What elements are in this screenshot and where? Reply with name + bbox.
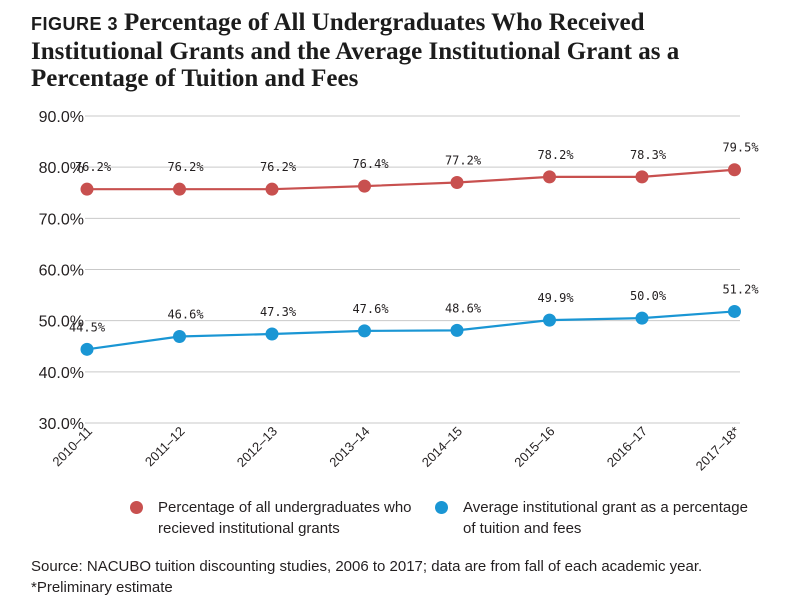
data-point — [80, 342, 94, 356]
figure-label: FIGURE 3 — [31, 14, 119, 34]
data-point — [173, 182, 186, 196]
source-note: Source: NACUBO tuition discounting studi… — [31, 558, 703, 596]
data-label: 78.3% — [630, 148, 667, 162]
y-tick-label: 70.0% — [39, 211, 84, 228]
y-tick-label: 80.0% — [39, 160, 84, 177]
y-axis-tick-labels: 30.0% 40.0% 50.0% 60.0% 70.0% 80.0% 90.0% — [39, 109, 84, 433]
x-tick-label: 2017–18* — [693, 424, 743, 474]
x-tick-label: 2014–15 — [419, 424, 465, 470]
x-tick-label: 2015–16 — [511, 424, 557, 470]
data-point — [543, 313, 556, 327]
data-label: 47.3% — [260, 305, 297, 319]
series-line — [87, 168, 735, 191]
y-tick-label: 50.0% — [39, 314, 84, 331]
legend-label-red: Percentage of all undergraduates who rec… — [158, 499, 412, 537]
legend-marker-red — [130, 501, 143, 514]
data-series: 76.2% 76.2% 76.2% 76.4% 77.2% 78.2% 78.3% 79.5%… — [69, 141, 759, 356]
data-point — [635, 170, 649, 184]
data-point — [728, 304, 741, 318]
data-point — [450, 176, 464, 190]
data-label: 47.6% — [352, 302, 389, 316]
data-point — [358, 179, 371, 193]
chart-title: Percentage of All Undergraduates Who Rec… — [31, 9, 680, 92]
data-point — [80, 182, 94, 196]
y-tick-label: 30.0% — [39, 416, 84, 433]
y-tick-label: 90.0% — [39, 109, 84, 126]
x-tick-label: 2011–12 — [142, 424, 188, 470]
data-label: 44.5% — [69, 320, 106, 334]
series-blue: 44.5% 46.6% 47.3% 47.6% 48.6% 49.9% 50.0% 51.2% — [69, 282, 759, 356]
legend-label-blue: Average institutional grant as a percent… — [463, 499, 748, 537]
data-point — [265, 182, 279, 196]
data-label: 48.6% — [445, 301, 482, 315]
x-tick-label: 2012–13 — [234, 424, 280, 470]
data-point — [173, 330, 186, 344]
data-label: 77.2% — [445, 154, 482, 168]
data-label: 76.2% — [260, 160, 297, 174]
grid-lines — [85, 115, 740, 424]
y-tick-label: 60.0% — [39, 263, 84, 280]
data-label: 46.6% — [167, 308, 204, 322]
data-label: 49.9% — [537, 291, 574, 305]
data-label: 76.4% — [352, 157, 389, 171]
y-tick-label: 40.0% — [39, 365, 84, 382]
data-label: 76.2% — [167, 160, 204, 174]
x-tick-label: 2013–14 — [326, 424, 372, 470]
data-point — [265, 327, 279, 341]
data-label: 78.2% — [537, 148, 574, 162]
chart-title-block: FIGURE 3 Percentage of All Undergraduates… — [31, 9, 771, 92]
series-line — [86, 310, 735, 351]
legend-marker-blue — [435, 501, 448, 514]
data-label: 76.2% — [75, 160, 112, 174]
data-point — [728, 163, 741, 177]
series-red: 76.2% 76.2% 76.2% 76.4% 77.2% 78.2% 78.3% 79.5% — [75, 141, 759, 196]
data-point — [543, 170, 556, 184]
data-label: 50.0% — [630, 289, 667, 303]
data-point — [450, 323, 464, 337]
data-label: 79.5% — [722, 141, 759, 155]
data-point — [358, 324, 371, 338]
x-tick-label: 2016–17 — [604, 424, 650, 470]
data-point — [635, 311, 649, 325]
data-label: 51.2% — [722, 282, 759, 296]
x-axis-tick-labels: 2010–11 2011–12 2012–13 2013–14 2014–15 2015–… — [49, 424, 742, 474]
